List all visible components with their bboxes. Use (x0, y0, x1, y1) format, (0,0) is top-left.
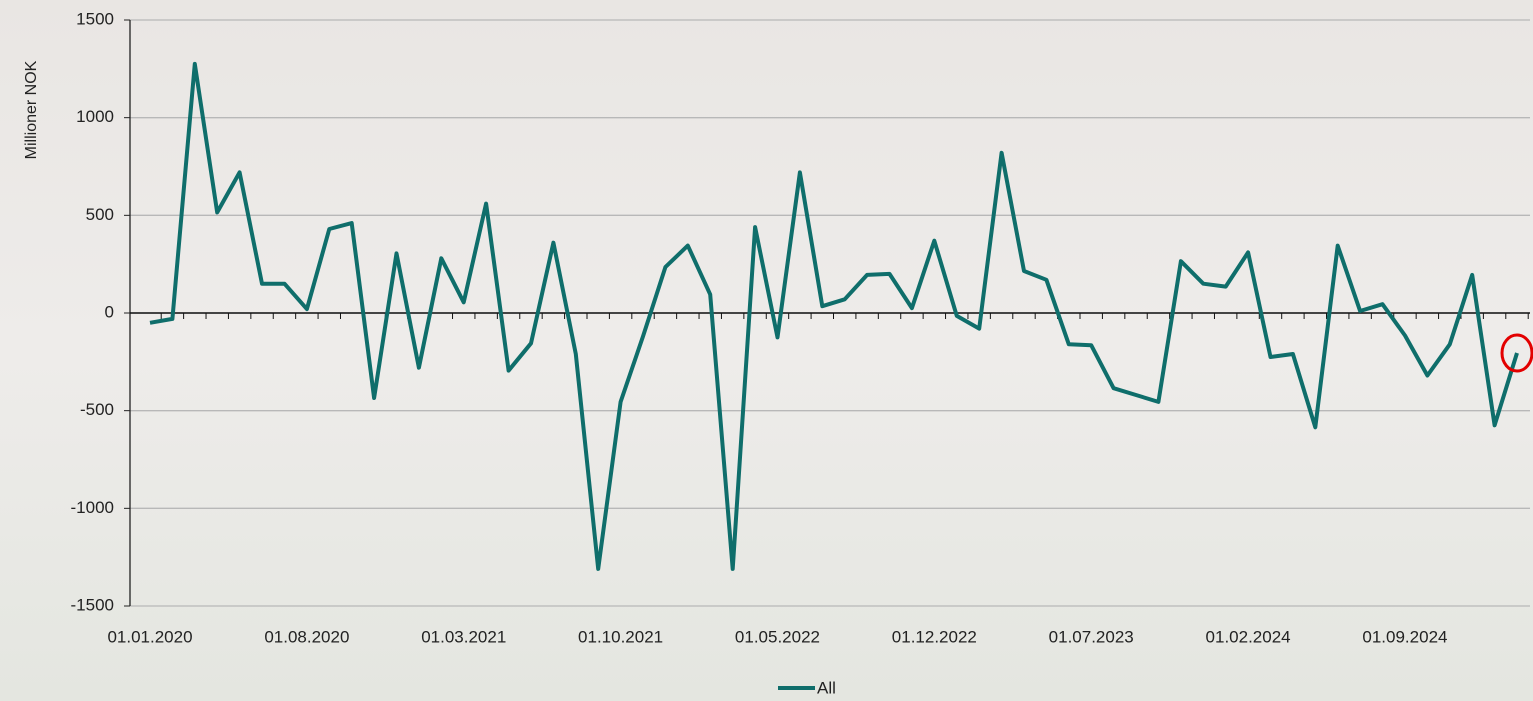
x-tick-label: 01.09.2024 (1362, 627, 1447, 646)
series-line (149, 61, 1519, 571)
x-tick-label: 01.07.2023 (1049, 627, 1134, 646)
y-tick-label: -1500 (71, 595, 114, 614)
x-tick-label: 01.08.2020 (264, 627, 349, 646)
y-tick-label: -500 (80, 400, 114, 419)
y-axis-title: Millioner NOK (23, 60, 40, 159)
x-tick-label: 01.02.2024 (1206, 627, 1291, 646)
x-tick-label: 01.05.2022 (735, 627, 820, 646)
y-tick-label: -1000 (71, 498, 114, 517)
y-tick-label: 1500 (76, 9, 114, 28)
y-tick-label: 500 (86, 205, 114, 224)
x-tick-label: 01.01.2020 (107, 627, 192, 646)
x-tick-label: 01.03.2021 (421, 627, 506, 646)
x-tick-label: 01.10.2021 (578, 627, 663, 646)
y-tick-label: 0 (105, 302, 114, 321)
y-tick-label: 1000 (76, 107, 114, 126)
x-tick-label: 01.12.2022 (892, 627, 977, 646)
highlight-circle (1500, 333, 1533, 373)
legend-label: All (817, 678, 836, 697)
